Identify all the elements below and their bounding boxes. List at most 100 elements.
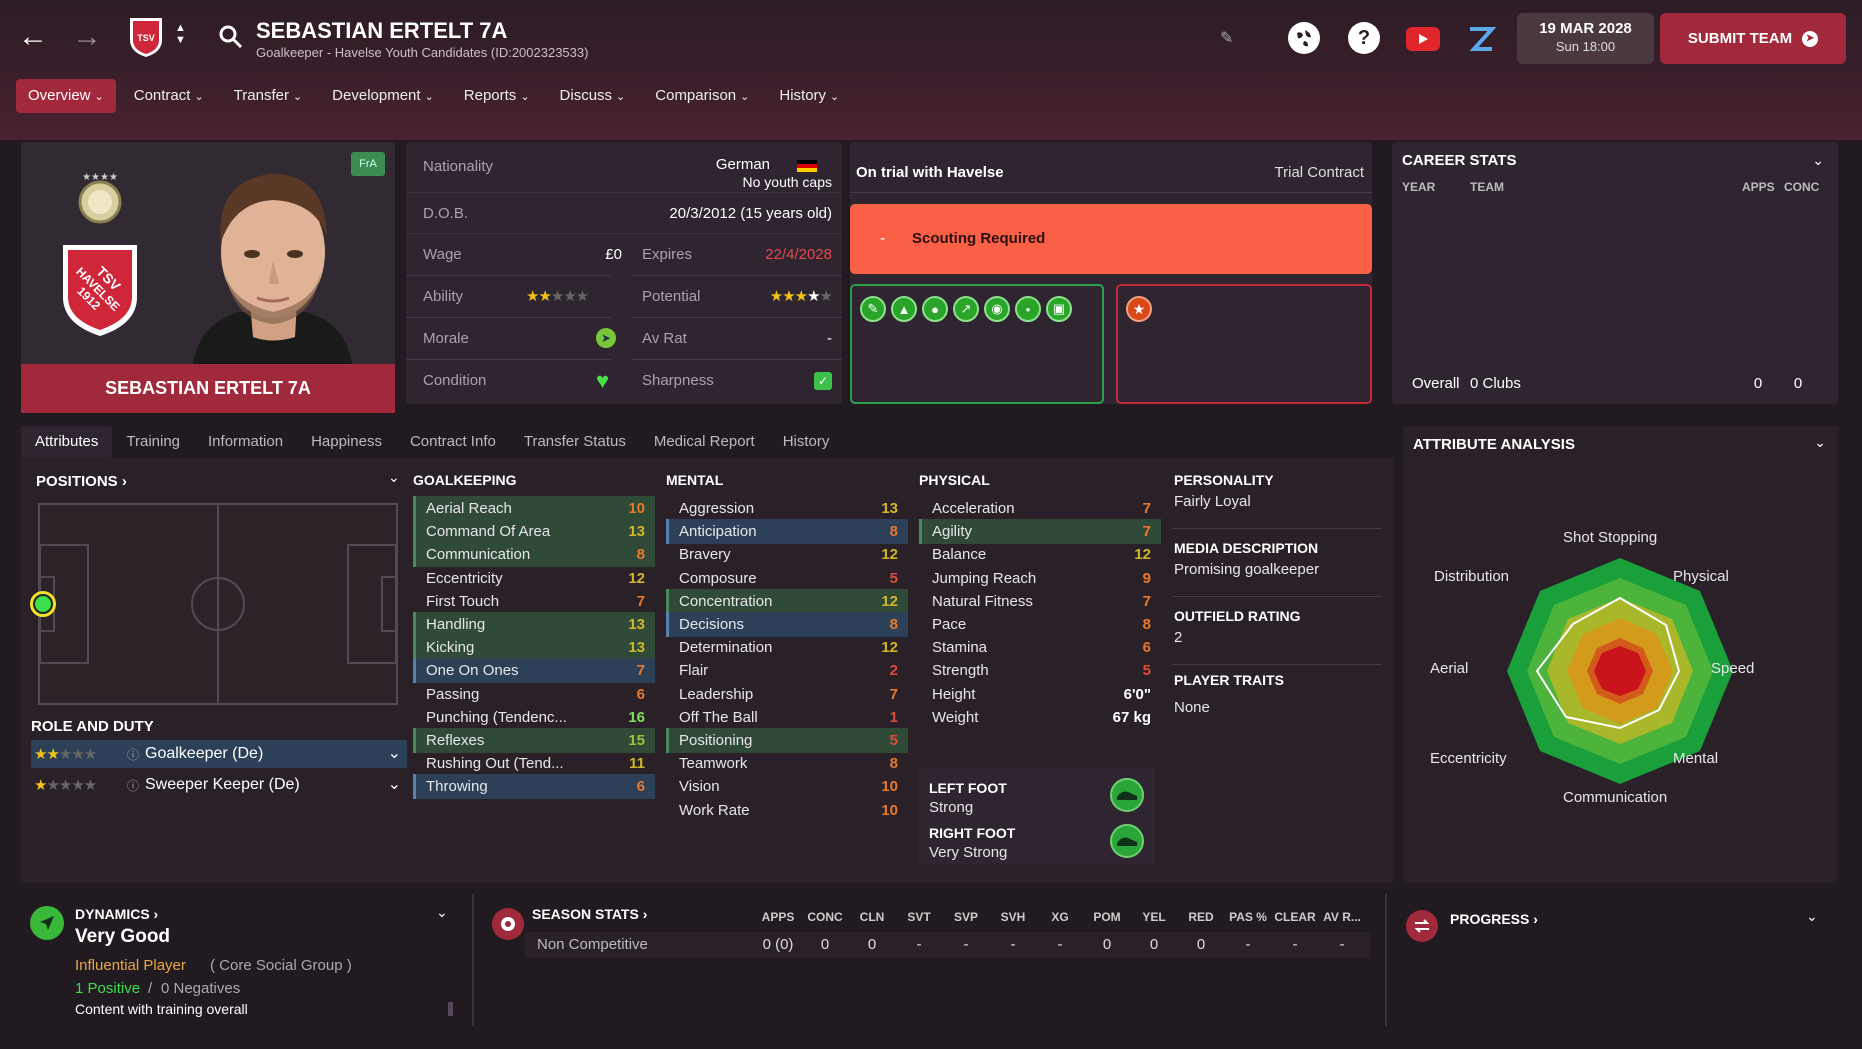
progress-collapse-chevron-icon[interactable]: ⌄ — [1806, 908, 1818, 924]
morale-icon[interactable]: ➤ — [596, 328, 616, 348]
role-row-sweeper[interactable]: ★★★★★ ⓘ Sweeper Keeper (De) ⌄ — [31, 771, 407, 799]
player-switch-chevrons-icon[interactable]: ▲ ▼ — [175, 22, 186, 46]
tab-history[interactable]: History — [782, 433, 830, 450]
globe-icon[interactable] — [1288, 22, 1320, 54]
attribute-row[interactable]: Reflexes 15 — [413, 728, 655, 753]
season-stats-title[interactable]: SEASON STATS › — [532, 906, 648, 922]
attribute-row[interactable]: Aggression 13 — [666, 496, 908, 521]
info-icon[interactable]: ⓘ — [127, 748, 140, 762]
edit-pencil-icon[interactable]: ✎ — [1220, 30, 1234, 47]
attribute-name: Leadership — [679, 685, 754, 703]
attribute-row[interactable]: Passing 6 — [413, 682, 655, 707]
tab-attributes[interactable]: Attributes — [21, 426, 113, 458]
search-icon[interactable] — [218, 24, 244, 55]
attribute-row[interactable]: Punching (Tendenc... 16 — [413, 705, 655, 730]
date-display[interactable]: 19 MAR 2028 Sun 18:00 — [1517, 13, 1654, 64]
role-row-goalkeeper[interactable]: ★★★★★ ⓘ Goalkeeper (De) ⌄ — [31, 740, 407, 768]
z-logo-icon[interactable] — [1466, 24, 1497, 59]
star-warning-icon[interactable]: ★ — [1126, 296, 1152, 322]
info-icon[interactable]: ⓘ — [127, 779, 140, 793]
tab-transfer-status[interactable]: Transfer Status — [523, 433, 626, 450]
menu-discuss[interactable]: Discuss ⌄ — [548, 79, 638, 113]
attribute-row[interactable]: Determination 12 — [666, 635, 908, 660]
attribute-row[interactable]: Height 6'0" — [919, 682, 1161, 707]
attribute-row[interactable]: Kicking 13 — [413, 635, 655, 661]
attribute-row[interactable]: Leadership 7 — [666, 682, 908, 707]
team-icon[interactable]: ● — [922, 296, 948, 322]
nationality-value[interactable]: German — [715, 156, 770, 173]
attribute-row[interactable]: Anticipation 8 — [666, 519, 908, 545]
attribute-row[interactable]: Rushing Out (Tend... 11 — [413, 751, 655, 776]
attribute-row[interactable]: First Touch 7 — [413, 589, 655, 614]
trend-up-icon[interactable]: ↗ — [953, 296, 979, 322]
scouting-required-banner[interactable]: - Scouting Required — [850, 204, 1372, 274]
attribute-row[interactable]: Acceleration 7 — [919, 496, 1161, 521]
menu-history[interactable]: History ⌄ — [767, 79, 851, 113]
footprint-icon[interactable]: • — [1015, 296, 1041, 322]
menu-development[interactable]: Development ⌄ — [320, 79, 446, 113]
youtube-icon[interactable] — [1406, 27, 1440, 51]
attribute-row[interactable]: Eccentricity 12 — [413, 566, 655, 591]
attribute-row[interactable]: Agility 7 — [919, 519, 1161, 545]
money-icon[interactable]: ▣ — [1046, 296, 1072, 322]
attribute-row[interactable]: Jumping Reach 9 — [919, 566, 1161, 591]
menu-comparison[interactable]: Comparison ⌄ — [643, 79, 761, 113]
menu-contract[interactable]: Contract ⌄ — [122, 79, 216, 113]
attribute-value: 8 — [889, 616, 898, 633]
attribute-row[interactable]: Command Of Area 13 — [413, 519, 655, 545]
tab-medical-report[interactable]: Medical Report — [653, 433, 755, 450]
positions-collapse-chevron-icon[interactable]: ⌄ — [388, 469, 400, 485]
attribute-row[interactable]: Bravery 12 — [666, 542, 908, 567]
attribute-row[interactable]: Positioning 5 — [666, 728, 908, 753]
attribute-row[interactable]: Natural Fitness 7 — [919, 589, 1161, 614]
player-traits-value: None — [1174, 699, 1210, 716]
attribute-row[interactable]: Composure 5 — [666, 566, 908, 591]
attribute-row[interactable]: Strength 5 — [919, 658, 1161, 683]
avrat-label: Av Rat — [642, 330, 687, 347]
attribute-row[interactable]: Throwing 6 — [413, 774, 655, 800]
attribute-row[interactable]: Balance 12 — [919, 542, 1161, 567]
attribute-row[interactable]: Communication 8 — [413, 542, 655, 568]
clipboard-icon[interactable]: ✎ — [860, 296, 886, 322]
brain-icon[interactable]: ◉ — [984, 296, 1010, 322]
club-crest-icon[interactable]: TSV — [128, 16, 164, 63]
attribute-row[interactable]: Aerial Reach 10 — [413, 496, 655, 521]
submit-team-button[interactable]: SUBMIT TEAM ➤ — [1660, 13, 1846, 64]
role-dropdown-chevron-icon[interactable]: ⌄ — [387, 776, 401, 793]
attribute-row[interactable]: Decisions 8 — [666, 612, 908, 637]
tab-training[interactable]: Training — [126, 433, 181, 450]
attribute-row[interactable]: Flair 2 — [666, 658, 908, 683]
career-collapse-chevron-icon[interactable]: ⌄ — [1812, 152, 1824, 168]
attribute-row[interactable]: Teamwork 8 — [666, 751, 908, 776]
season-stats-row[interactable]: Non Competitive — [525, 932, 1370, 958]
attribute-name: Pace — [932, 616, 967, 633]
attribute-row[interactable]: Stamina 6 — [919, 635, 1161, 660]
tab-information[interactable]: Information — [208, 433, 284, 450]
menu-overview[interactable]: Overview ⌄ — [16, 79, 116, 113]
attribute-row[interactable]: One On Ones 7 — [413, 658, 655, 684]
attribute-row[interactable]: Work Rate 10 — [666, 798, 908, 823]
gk-position-marker[interactable] — [30, 591, 56, 617]
back-arrow-icon[interactable]: ← — [18, 20, 48, 53]
forward-arrow-icon[interactable]: → — [72, 20, 102, 53]
attribute-row[interactable]: Vision 10 — [666, 774, 908, 799]
dynamics-collapse-chevron-icon[interactable]: ⌄ — [436, 904, 448, 920]
positions-title[interactable]: POSITIONS › — [36, 473, 127, 490]
menu-transfer[interactable]: Transfer ⌄ — [222, 79, 315, 113]
attribute-row[interactable]: Handling 13 — [413, 612, 655, 637]
menu-reports[interactable]: Reports ⌄ — [452, 79, 542, 113]
analysis-collapse-chevron-icon[interactable]: ⌄ — [1814, 434, 1826, 450]
attribute-row[interactable]: Pace 8 — [919, 612, 1161, 637]
attribute-row[interactable]: Concentration 12 — [666, 588, 908, 614]
four-star-badge-icon: ★★★★ — [75, 168, 125, 231]
dynamics-title[interactable]: DYNAMICS › — [75, 906, 159, 922]
tab-happiness[interactable]: Happiness — [311, 433, 382, 450]
progress-title[interactable]: PROGRESS › — [1450, 911, 1538, 927]
help-icon[interactable]: ? — [1348, 22, 1380, 54]
scrollbar[interactable] — [448, 1002, 453, 1016]
flask-icon[interactable]: ▲ — [891, 296, 917, 322]
attribute-row[interactable]: Off The Ball 1 — [666, 705, 908, 730]
role-dropdown-chevron-icon[interactable]: ⌄ — [387, 745, 401, 762]
tab-contract-info[interactable]: Contract Info — [409, 433, 496, 450]
attribute-row[interactable]: Weight 67 kg — [919, 705, 1161, 730]
